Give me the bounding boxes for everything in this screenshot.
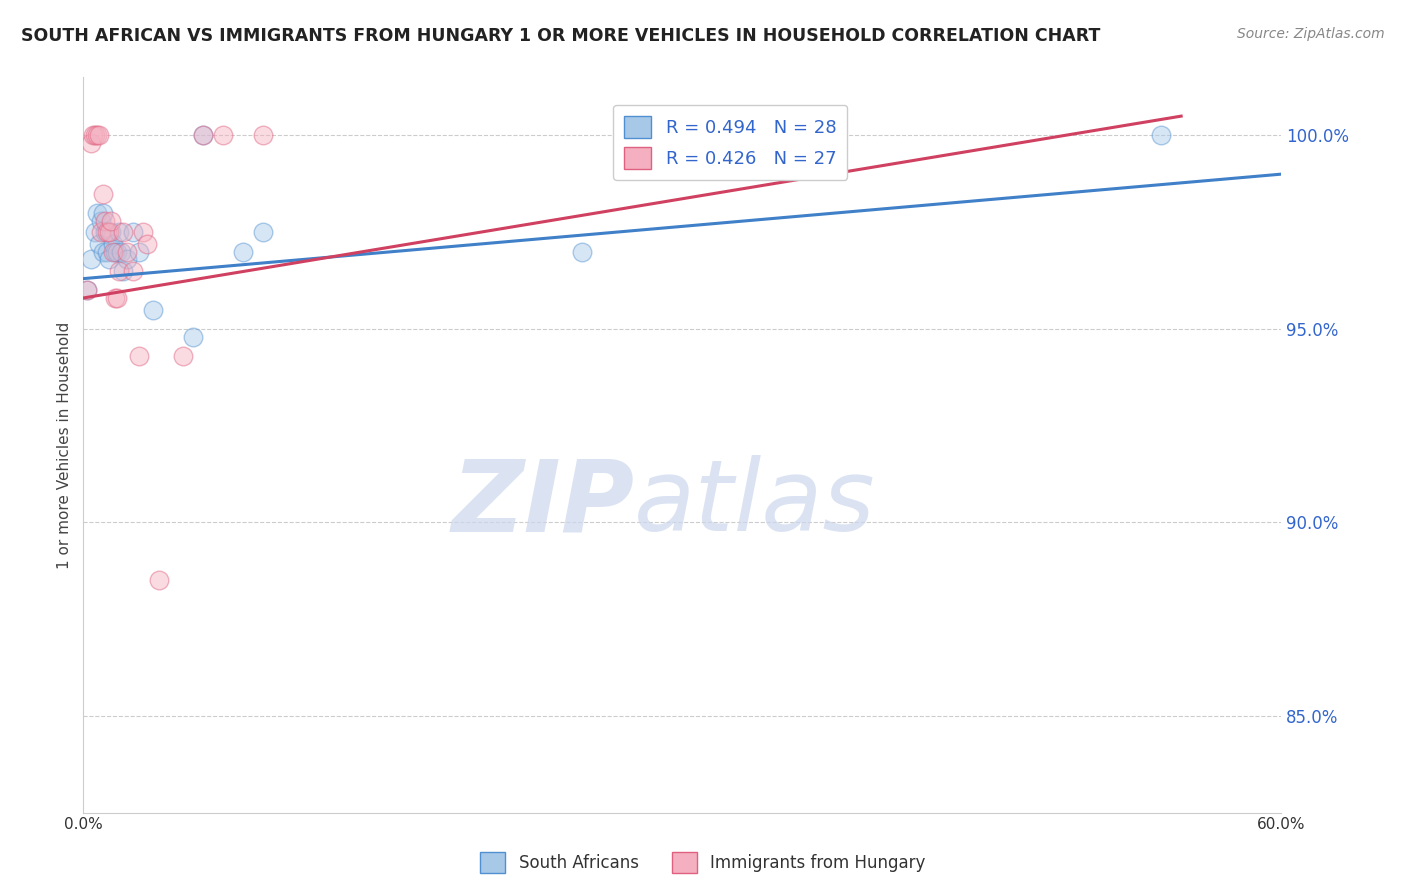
Point [110,244,132,259]
Point [104,244,127,259]
Point [91,186,114,201]
Point [142,302,165,317]
Point [98,252,121,267]
Point [105,291,128,305]
Point [136,236,159,251]
Point [90,213,112,227]
Point [112,225,135,239]
Point [181,329,204,343]
Point [86,206,108,220]
Point [132,225,155,239]
Legend: South Africans, Immigrants from Hungary: South Africans, Immigrants from Hungary [474,846,932,880]
Point [84,225,107,239]
Point [571,244,593,259]
Text: SOUTH AFRICAN VS IMMIGRANTS FROM HUNGARY 1 OR MORE VEHICLES IN HOUSEHOLD CORRELA: SOUTH AFRICAN VS IMMIGRANTS FROM HUNGARY… [21,27,1101,45]
Point [122,264,145,278]
Point [86,128,108,143]
Point [94,225,117,239]
Point [96,225,118,239]
Point [148,574,170,588]
Point [128,349,150,363]
Point [76,283,98,297]
Point [212,128,235,143]
Text: atlas: atlas [634,455,876,552]
Point [94,213,117,227]
Point [1150,128,1173,143]
Point [115,252,138,267]
Point [100,225,122,239]
Point [98,225,121,239]
Point [105,244,128,259]
Point [112,264,135,278]
Point [108,264,131,278]
Point [91,244,114,259]
Point [96,244,118,259]
Point [252,128,274,143]
Point [104,291,127,305]
Point [80,136,103,151]
Point [191,128,214,143]
Point [108,225,131,239]
Point [128,244,150,259]
Point [115,244,138,259]
Text: Source: ZipAtlas.com: Source: ZipAtlas.com [1237,27,1385,41]
Y-axis label: 1 or more Vehicles in Household: 1 or more Vehicles in Household [58,321,72,568]
Point [89,236,111,251]
Legend: R = 0.494   N = 28, R = 0.426   N = 27: R = 0.494 N = 28, R = 0.426 N = 27 [613,105,848,179]
Point [76,283,98,297]
Point [80,252,103,267]
Point [252,225,274,239]
Point [89,128,111,143]
Point [103,244,125,259]
Point [100,213,122,227]
Point [172,349,194,363]
Point [82,128,104,143]
Point [122,225,145,239]
Point [232,244,254,259]
Point [91,206,114,220]
Text: ZIP: ZIP [451,455,634,552]
Point [90,225,112,239]
Point [103,236,125,251]
Point [84,128,107,143]
Point [191,128,214,143]
